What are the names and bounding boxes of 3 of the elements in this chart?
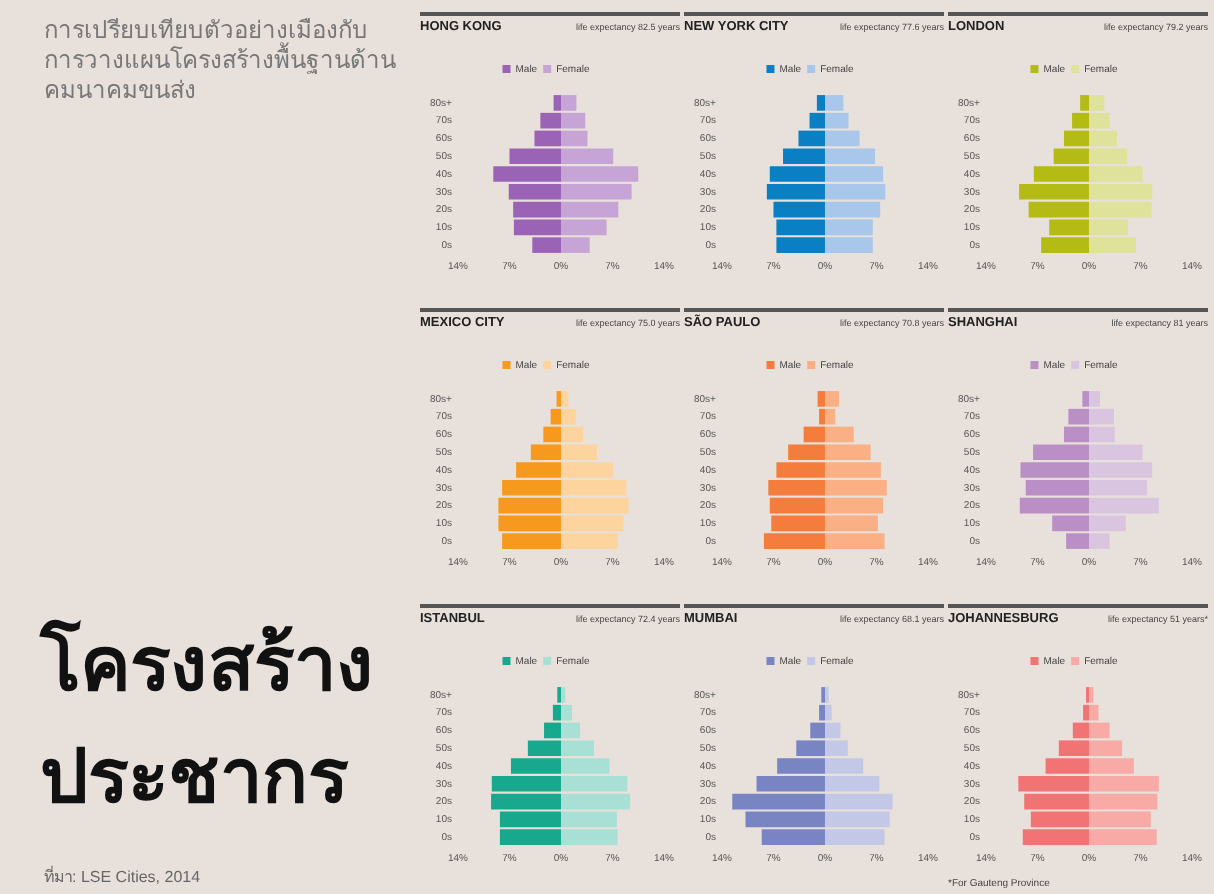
text: โครงสร้างประชากร [40, 617, 376, 824]
text: ที่มา: LSE Cities, 2014 [44, 864, 201, 890]
text: การเปรียบเทียบตัวอย่างเมืองกับการวางแผนโครงสร้างพื้นฐานด้านคมนาคมขนส่ง [44, 16, 398, 106]
